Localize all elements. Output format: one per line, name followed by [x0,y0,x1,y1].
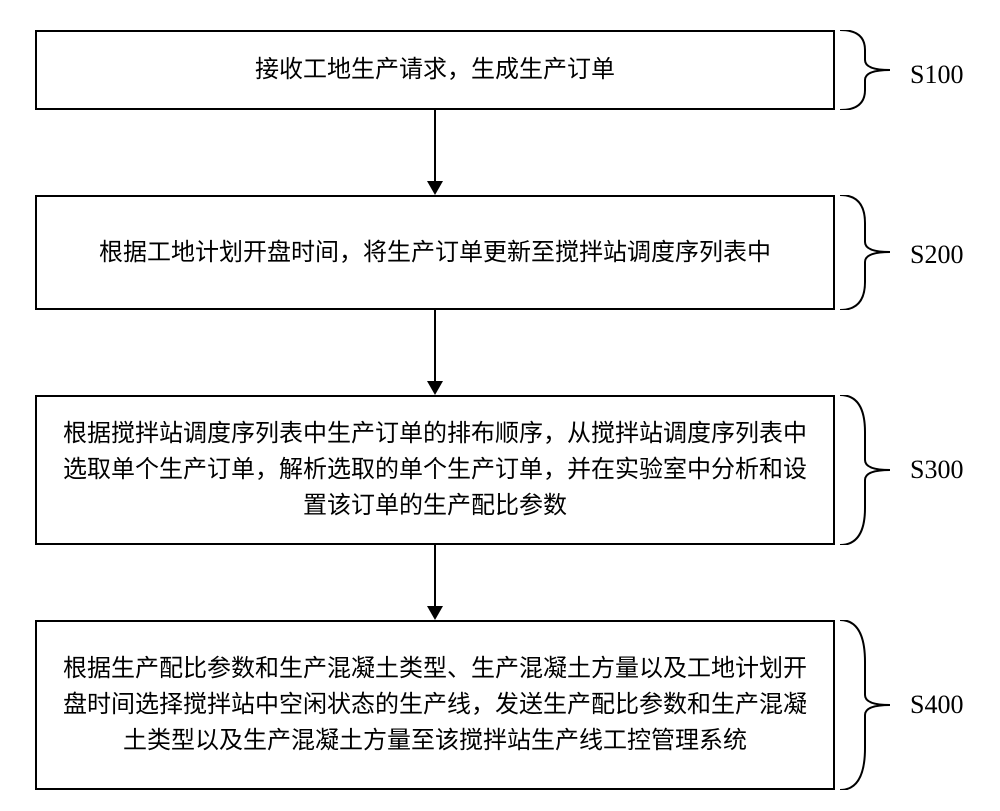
step-label-s100: S100 [910,60,963,90]
flow-step-s100: 接收工地生产请求，生成生产订单 [35,30,835,110]
flow-step-s300: 根据搅拌站调度序列表中生产订单的排布顺序，从搅拌站调度序列表中选取单个生产订单，… [35,395,835,545]
arrow-1-head [427,181,443,195]
flow-step-s400: 根据生产配比参数和生产混凝土类型、生产混凝土方量以及工地计划开盘时间选择搅拌站中… [35,620,835,790]
brace-s100 [840,30,900,110]
step-label-s300: S300 [910,455,963,485]
arrow-3-head [427,606,443,620]
brace-s200 [840,195,900,310]
flow-step-s200-text: 根据工地计划开盘时间，将生产订单更新至搅拌站调度序列表中 [99,235,771,271]
flow-step-s100-text: 接收工地生产请求，生成生产订单 [255,52,615,88]
step-label-s400: S400 [910,690,963,720]
arrow-2-head [427,381,443,395]
flowchart-container: 接收工地生产请求，生成生产订单 S100 根据工地计划开盘时间，将生产订单更新至… [0,0,1000,811]
flow-step-s300-text: 根据搅拌站调度序列表中生产订单的排布顺序，从搅拌站调度序列表中选取单个生产订单，… [57,416,813,524]
arrow-1-line [434,110,436,181]
brace-s400 [840,620,900,790]
brace-s300 [840,395,900,545]
arrow-3-line [434,545,436,606]
arrow-2-line [434,310,436,381]
flow-step-s200: 根据工地计划开盘时间，将生产订单更新至搅拌站调度序列表中 [35,195,835,310]
step-label-s200: S200 [910,240,963,270]
flow-step-s400-text: 根据生产配比参数和生产混凝土类型、生产混凝土方量以及工地计划开盘时间选择搅拌站中… [57,651,813,759]
